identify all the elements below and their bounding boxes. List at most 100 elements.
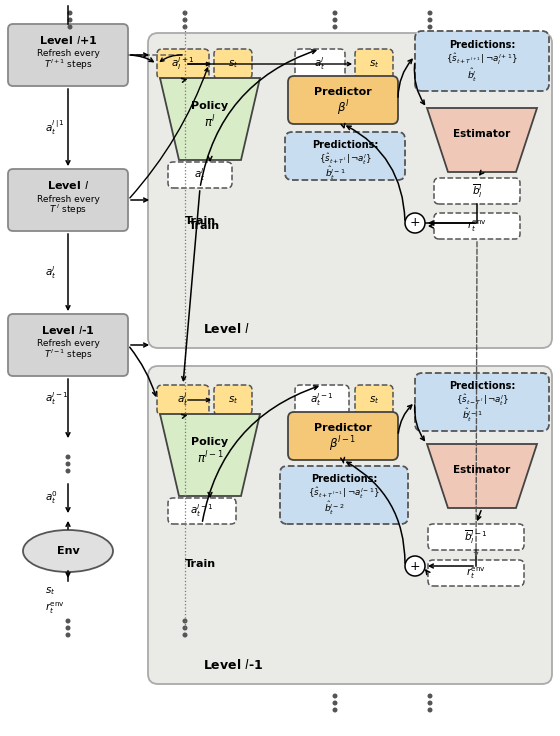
Text: Predictor: Predictor [314, 87, 372, 97]
Text: Level $l$: Level $l$ [47, 179, 89, 191]
Circle shape [333, 693, 338, 698]
Circle shape [333, 701, 338, 706]
Circle shape [333, 10, 338, 15]
Text: Policy: Policy [192, 101, 228, 111]
Ellipse shape [23, 530, 113, 572]
Circle shape [68, 24, 72, 29]
Text: $a_t^{l}$: $a_t^{l}$ [45, 264, 57, 281]
FancyBboxPatch shape [355, 49, 393, 79]
Circle shape [66, 618, 71, 623]
FancyBboxPatch shape [8, 24, 128, 86]
Text: $T^{l-1}$ steps: $T^{l-1}$ steps [44, 348, 92, 362]
Text: +: + [410, 559, 421, 573]
Circle shape [183, 626, 188, 631]
Circle shape [183, 18, 188, 23]
Circle shape [66, 455, 71, 459]
Text: Train: Train [185, 559, 216, 569]
Text: Train: Train [189, 221, 220, 231]
FancyBboxPatch shape [428, 560, 524, 586]
FancyBboxPatch shape [428, 524, 524, 550]
Text: Estimator: Estimator [454, 129, 511, 139]
Text: $r_t^{\rm env}$: $r_t^{\rm env}$ [45, 601, 65, 616]
Text: $\{\hat{s}_{t-T^{l}}\,|\,\neg a_t^l\}$: $\{\hat{s}_{t-T^{l}}\,|\,\neg a_t^l\}$ [455, 392, 508, 408]
Circle shape [427, 18, 432, 23]
Text: $\beta^{l-1}$: $\beta^{l-1}$ [329, 434, 357, 453]
Text: Predictions:: Predictions: [312, 140, 378, 150]
Polygon shape [427, 444, 537, 508]
Polygon shape [427, 108, 537, 172]
Text: Level $l$+1: Level $l$+1 [39, 34, 97, 46]
Text: Refresh every: Refresh every [36, 49, 100, 58]
FancyBboxPatch shape [8, 314, 128, 376]
Polygon shape [160, 414, 260, 496]
Text: $r_t^{\rm env}$: $r_t^{\rm env}$ [467, 219, 487, 234]
Text: Env: Env [57, 546, 80, 556]
FancyBboxPatch shape [355, 385, 393, 415]
Text: $\hat{b}_t^{l-2}$: $\hat{b}_t^{l-2}$ [324, 500, 344, 517]
FancyBboxPatch shape [148, 366, 552, 684]
FancyBboxPatch shape [415, 31, 549, 91]
FancyBboxPatch shape [285, 132, 405, 180]
Text: Level $l$-1: Level $l$-1 [203, 658, 263, 672]
Circle shape [183, 618, 188, 623]
Polygon shape [160, 78, 260, 160]
Circle shape [68, 18, 72, 23]
FancyBboxPatch shape [157, 385, 209, 415]
Text: $a_t^l$: $a_t^l$ [178, 392, 189, 408]
Text: Level $l$: Level $l$ [203, 322, 250, 336]
Circle shape [66, 469, 71, 473]
Text: $a_t^{l\,|\,1}$: $a_t^{l\,|\,1}$ [45, 118, 64, 137]
Circle shape [427, 10, 432, 15]
Text: $\pi^l$: $\pi^l$ [204, 114, 216, 130]
Text: $a_t^{l-1}$: $a_t^{l-1}$ [190, 503, 214, 520]
Text: $s_t$: $s_t$ [228, 394, 238, 406]
Text: $\{\hat{s}_{t+T^{l-1}}\,|\,\neg a_t^{l-1}\}$: $\{\hat{s}_{t+T^{l-1}}\,|\,\neg a_t^{l-1… [308, 486, 380, 500]
Circle shape [333, 18, 338, 23]
Text: $\{\hat{s}_{t+T^{l+1}}\,|\,\neg a_l^{l+1}\}$: $\{\hat{s}_{t+T^{l+1}}\,|\,\neg a_l^{l+1… [446, 52, 518, 66]
FancyBboxPatch shape [148, 33, 552, 348]
Text: $\hat{b}_t^{l-1}$: $\hat{b}_t^{l-1}$ [461, 406, 482, 423]
Circle shape [183, 10, 188, 15]
FancyBboxPatch shape [415, 373, 549, 431]
Circle shape [427, 701, 432, 706]
Circle shape [183, 632, 188, 637]
FancyBboxPatch shape [434, 178, 520, 204]
Text: Predictions:: Predictions: [449, 40, 515, 50]
Text: $\hat{b}_t^{l-1}$: $\hat{b}_t^{l-1}$ [325, 164, 346, 182]
Circle shape [66, 461, 71, 467]
Text: Estimator: Estimator [454, 465, 511, 475]
FancyBboxPatch shape [168, 498, 236, 524]
FancyBboxPatch shape [214, 49, 252, 79]
Text: $\overline{b}_l^{l-1}$: $\overline{b}_l^{l-1}$ [464, 528, 488, 546]
Circle shape [427, 707, 432, 712]
Text: Policy: Policy [192, 437, 228, 447]
FancyBboxPatch shape [295, 385, 349, 415]
Text: $r_t^{\rm env}$: $r_t^{\rm env}$ [466, 565, 486, 581]
Text: Refresh every: Refresh every [36, 339, 100, 349]
Text: Train: Train [185, 216, 216, 226]
Circle shape [427, 693, 432, 698]
Circle shape [183, 24, 188, 29]
Text: $\,T^{\,l}$ steps: $\,T^{\,l}$ steps [48, 203, 87, 217]
Text: $a_t^l$: $a_t^l$ [194, 166, 206, 183]
Text: $s_t$: $s_t$ [45, 585, 55, 597]
Text: Level $l$-1: Level $l$-1 [41, 324, 95, 336]
Text: $T^{l+1}$ steps: $T^{l+1}$ steps [44, 58, 92, 72]
Text: Predictor: Predictor [314, 423, 372, 433]
FancyBboxPatch shape [288, 76, 398, 124]
Text: $\overline{b}_l^l$: $\overline{b}_l^l$ [472, 183, 482, 199]
Circle shape [333, 24, 338, 29]
Text: +: + [410, 216, 421, 230]
Text: $s_t$: $s_t$ [369, 394, 379, 406]
FancyBboxPatch shape [214, 385, 252, 415]
Text: Refresh every: Refresh every [36, 194, 100, 203]
Text: $a_t^l$: $a_t^l$ [314, 56, 326, 72]
FancyBboxPatch shape [295, 49, 345, 79]
Circle shape [427, 24, 432, 29]
Text: $a_t^{l-1}$: $a_t^{l-1}$ [310, 392, 334, 408]
Text: Predictions:: Predictions: [311, 474, 377, 484]
Circle shape [66, 626, 71, 631]
Circle shape [405, 556, 425, 576]
Text: $s_t$: $s_t$ [369, 58, 379, 70]
Text: $a_l^{l+1}$: $a_l^{l+1}$ [171, 56, 195, 72]
